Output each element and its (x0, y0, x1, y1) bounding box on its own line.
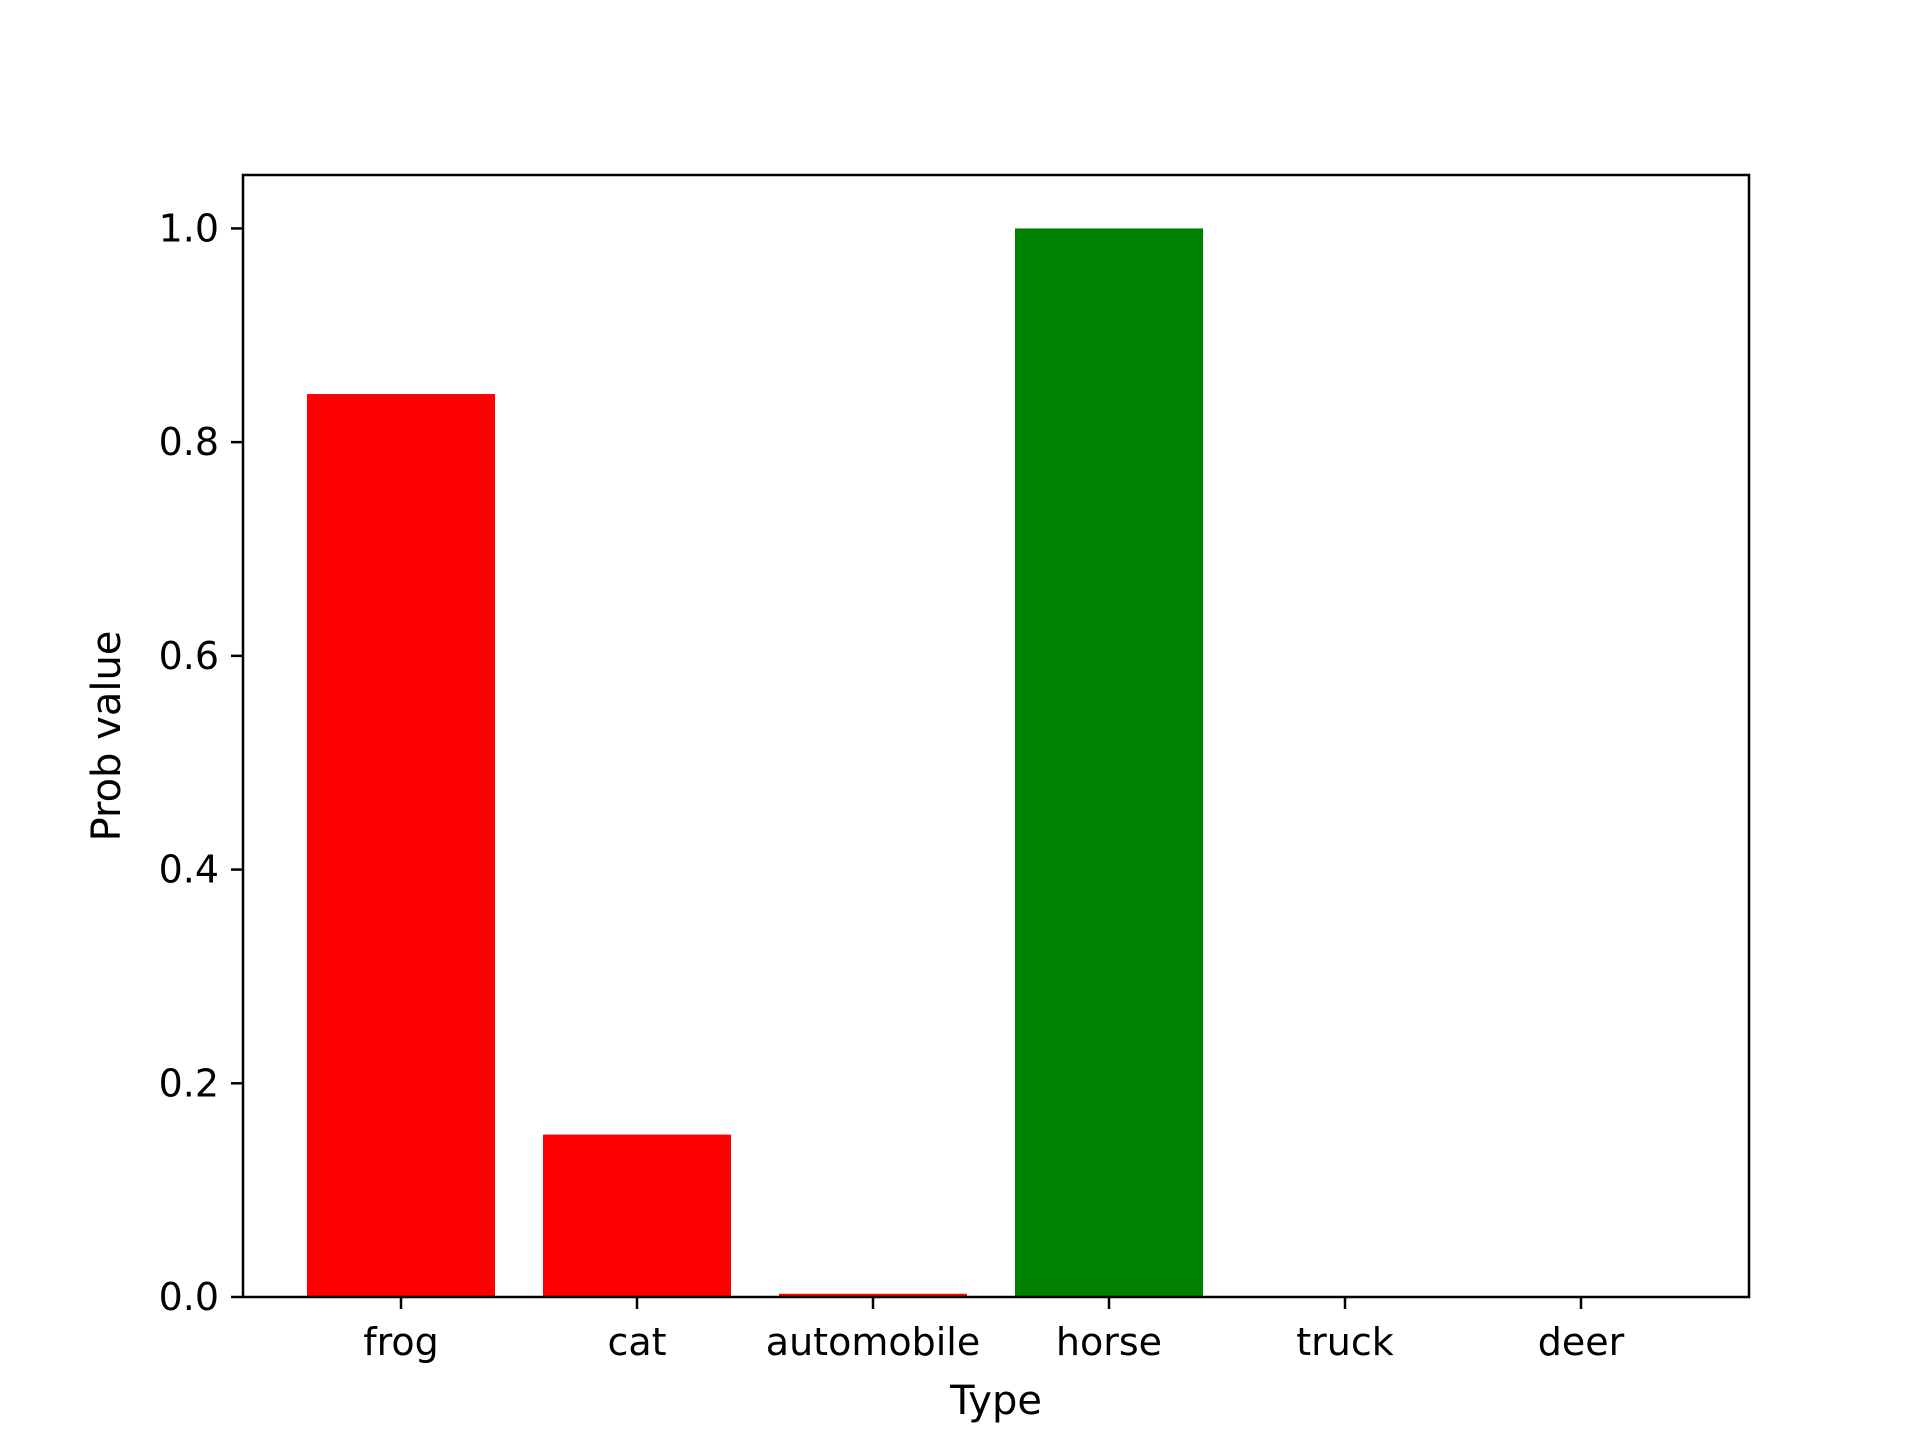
x-tick-label: automobile (766, 1320, 980, 1364)
bar-frog (307, 394, 495, 1297)
x-axis-ticks: frog cat automobile horse truck deer (363, 1297, 1625, 1364)
x-tick-label: cat (607, 1320, 666, 1364)
y-tick-label: 1.0 (159, 206, 219, 250)
x-tick-label: deer (1538, 1320, 1625, 1364)
y-tick-label: 0.2 (159, 1061, 219, 1105)
bar-horse (1015, 228, 1203, 1297)
y-axis-label: Prob value (84, 631, 130, 842)
x-tick-label: frog (363, 1320, 439, 1364)
y-axis-ticks: 0.0 0.2 0.4 0.6 0.8 1.0 (159, 206, 243, 1319)
x-tick-label: truck (1296, 1320, 1394, 1364)
y-tick-label: 0.0 (159, 1275, 219, 1319)
bars-group (307, 228, 1203, 1297)
y-tick-label: 0.4 (159, 848, 219, 892)
y-tick-label: 0.6 (159, 634, 219, 678)
x-tick-label: horse (1056, 1320, 1162, 1364)
bar-cat (543, 1134, 731, 1297)
plot-frame (241, 173, 1751, 1299)
y-tick-label: 0.8 (159, 420, 219, 464)
x-axis-label: Type (949, 1378, 1042, 1424)
bar-automobile (779, 1293, 967, 1297)
